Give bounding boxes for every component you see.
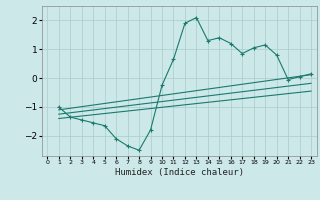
X-axis label: Humidex (Indice chaleur): Humidex (Indice chaleur) xyxy=(115,168,244,177)
